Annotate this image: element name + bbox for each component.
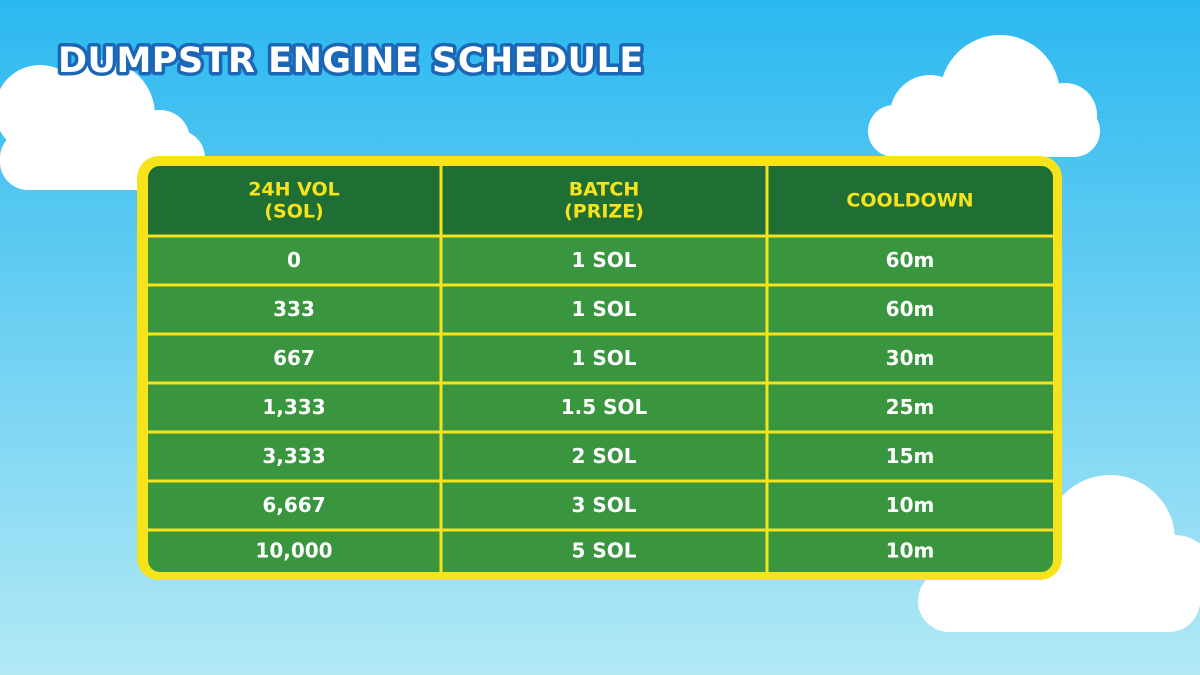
body-cell: 10m: [886, 493, 935, 517]
cloud-right-top: [868, 35, 1100, 157]
body-cell: 5 SOL: [571, 539, 636, 563]
body-cell: 15m: [886, 444, 935, 468]
body-cell: 333: [273, 297, 315, 321]
body-cell: 1,333: [262, 395, 325, 419]
body-cell: 60m: [886, 248, 935, 272]
header-cell: (PRIZE): [564, 201, 644, 223]
body-cell: 1 SOL: [571, 248, 636, 272]
table-body: [148, 166, 1053, 572]
body-cell: 6,667: [262, 493, 325, 517]
body-cell: 667: [273, 346, 315, 370]
body-cell: 30m: [886, 346, 935, 370]
body-cell: 1 SOL: [571, 297, 636, 321]
body-cell: 1.5 SOL: [561, 395, 648, 419]
cloud-left: [0, 60, 205, 190]
body-cell: 25m: [886, 395, 935, 419]
title: DUMPSTR ENGINE SCHEDULE: [58, 41, 644, 81]
header-cell: BATCH: [569, 179, 640, 201]
body-cell: 0: [287, 248, 301, 272]
body-cell: 10m: [886, 539, 935, 563]
body-cell: 2 SOL: [571, 444, 636, 468]
table-lines: [148, 166, 1053, 572]
body-cell: 10,000: [255, 539, 332, 563]
body-cell: 1 SOL: [571, 346, 636, 370]
header-cell: (SOL): [264, 201, 323, 223]
body-cell: 3,333: [262, 444, 325, 468]
header-cell: COOLDOWN: [846, 190, 973, 212]
header-cell: 24H VOL: [248, 179, 340, 201]
table-cells: 24H VOL(SOL) BATCH(PRIZE) COOLDOWN 0 1 SOL 60…: [248, 179, 973, 563]
table-header-bg: [148, 166, 1053, 236]
body-cell: 60m: [886, 297, 935, 321]
body-cell: 3 SOL: [571, 493, 636, 517]
